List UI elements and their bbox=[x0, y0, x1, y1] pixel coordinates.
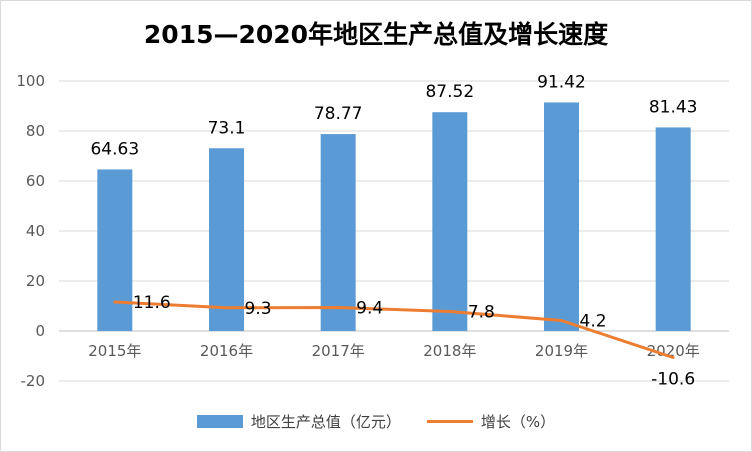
bar bbox=[209, 148, 244, 331]
legend-label-gdp: 地区生产总值（亿元） bbox=[250, 413, 401, 431]
x-tick-label: 2017年 bbox=[312, 342, 365, 360]
legend-item-gdp: 地区生产总值（亿元） bbox=[196, 411, 401, 432]
line-value-label: 9.3 bbox=[245, 299, 272, 319]
x-tick-label: 2020年 bbox=[647, 342, 700, 360]
x-tick-label: 2015年 bbox=[88, 342, 141, 360]
line-data-labels: 11.6 9.3 9.4 7.8 4.2 -10.6 bbox=[133, 293, 695, 390]
bar-series bbox=[97, 102, 691, 331]
bar-data-labels: 64.63 73.1 78.77 87.52 91.42 81.43 bbox=[90, 72, 697, 159]
y-tick-label: 0 bbox=[35, 322, 45, 340]
x-tick-label: 2019年 bbox=[535, 342, 588, 360]
legend-label-growth: 增长（%） bbox=[480, 413, 556, 431]
line-value-label: 9.4 bbox=[356, 299, 383, 319]
legend-bar-swatch bbox=[196, 415, 243, 428]
bar-value-label: 87.52 bbox=[425, 82, 474, 102]
bar bbox=[432, 112, 468, 331]
bar-value-label: 73.1 bbox=[208, 118, 246, 138]
bar bbox=[544, 102, 579, 331]
y-tick-label: 20 bbox=[26, 272, 45, 290]
gridlines bbox=[59, 80, 729, 382]
line-value-label: 7.8 bbox=[468, 303, 495, 323]
y-tick-label: -20 bbox=[21, 372, 46, 390]
bar-value-label: 91.42 bbox=[537, 72, 586, 92]
x-tick-label: 2018年 bbox=[423, 342, 476, 360]
bar bbox=[320, 134, 356, 331]
bar bbox=[97, 169, 133, 331]
bar bbox=[655, 127, 691, 331]
growth-line bbox=[113, 300, 675, 359]
line-value-label: 4.2 bbox=[580, 312, 607, 332]
y-tick-label: 100 bbox=[16, 72, 45, 90]
bar-value-label: 78.77 bbox=[314, 104, 363, 124]
x-axis: 2015年 2016年 2017年 2018年 2019年 2020年 bbox=[88, 342, 700, 360]
y-tick-label: 40 bbox=[26, 222, 45, 240]
line-value-label: 11.6 bbox=[133, 293, 171, 313]
y-tick-label: 60 bbox=[26, 172, 45, 190]
x-tick-label: 2016年 bbox=[200, 342, 253, 360]
line-series bbox=[113, 300, 675, 359]
legend: 地区生产总值（亿元） 增长（%） bbox=[1, 411, 751, 432]
bar-value-label: 81.43 bbox=[649, 97, 698, 117]
chart-title: 2015—2020年地区生产总值及增长速度 bbox=[143, 20, 609, 49]
y-tick-label: 80 bbox=[26, 122, 45, 140]
y-axis: -20 0 20 40 60 80 100 bbox=[16, 72, 45, 390]
legend-item-growth: 增长（%） bbox=[426, 411, 556, 432]
line-value-label: -10.6 bbox=[651, 370, 695, 390]
bar-value-label: 64.63 bbox=[90, 139, 139, 159]
legend-line-swatch bbox=[426, 420, 473, 423]
